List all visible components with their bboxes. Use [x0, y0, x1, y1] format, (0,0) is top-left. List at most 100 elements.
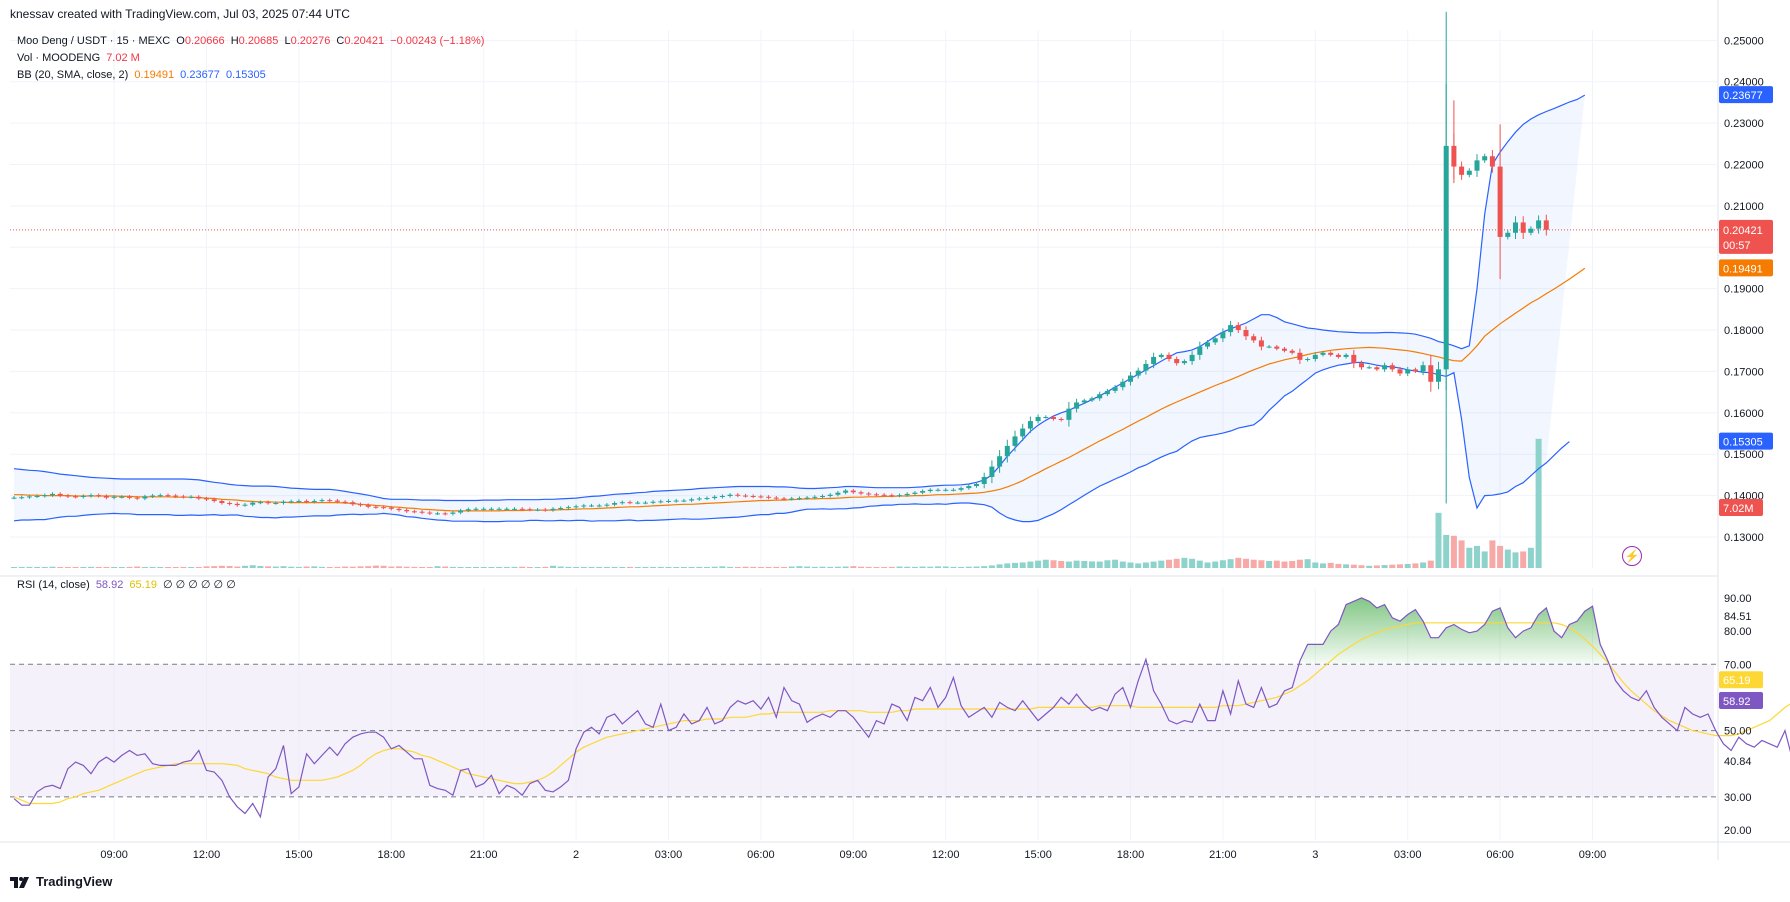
bb-upper-tag-bg: [1719, 86, 1773, 104]
lightning-icon[interactable]: ⚡: [1622, 546, 1642, 566]
candle: [781, 496, 787, 501]
candle-body: [1266, 346, 1272, 348]
candle-body: [1289, 350, 1295, 353]
candle-body: [658, 501, 664, 503]
volume-bar: [942, 566, 949, 568]
volume-bar: [1404, 563, 1411, 568]
volume-bar: [272, 566, 279, 568]
price-tick-label: 0.17000: [1724, 366, 1764, 378]
candle: [504, 507, 510, 511]
volume-bar: [488, 567, 495, 568]
candle: [1482, 153, 1488, 163]
candle: [512, 507, 517, 511]
candle: [103, 494, 109, 500]
candle: [535, 507, 541, 512]
candle: [358, 502, 363, 507]
volume-bar: [180, 566, 187, 568]
candle: [743, 493, 748, 498]
candle-body: [96, 495, 102, 497]
candle: [1266, 344, 1272, 349]
candle-body: [881, 494, 887, 496]
volume-bar: [781, 567, 787, 568]
candle: [180, 494, 186, 499]
tradingview-logo[interactable]: TradingView: [10, 874, 112, 889]
volume-bar: [1366, 565, 1373, 568]
candle-body: [727, 494, 733, 496]
volume-bar: [1181, 557, 1188, 568]
bb-lower-tag: 0.15305: [1723, 437, 1763, 449]
candle-body: [812, 496, 818, 498]
volume-bar: [1173, 558, 1180, 568]
volume-bar: [965, 566, 972, 568]
volume-bar: [680, 567, 687, 568]
candle-body: [119, 496, 125, 498]
volume-bar: [1104, 560, 1111, 568]
candle: [1436, 361, 1441, 390]
candle-body: [1189, 354, 1195, 362]
candle-body: [519, 508, 525, 510]
volume-bar: [981, 566, 988, 568]
candle: [642, 500, 648, 505]
candle: [997, 450, 1003, 473]
volume-bar: [80, 567, 87, 568]
time-axis[interactable]: 09:00 12:00 15:00 18:00 21:00 2 03:00 06:00 09:0…: [100, 849, 1606, 861]
candle: [1012, 430, 1018, 452]
candle-body: [1351, 354, 1357, 364]
rsi-legend[interactable]: RSI (14, close) 58.92 65.19 ∅ ∅ ∅ ∅ ∅ ∅: [17, 578, 239, 591]
volume-bar: [157, 567, 164, 568]
bollinger-band-fill: [14, 95, 1585, 522]
candle-body: [327, 500, 333, 502]
volume-bar: [295, 566, 302, 568]
candle-body: [1027, 421, 1033, 429]
candle-body: [404, 510, 410, 512]
candle: [65, 493, 71, 499]
candle: [311, 499, 317, 504]
candle-body: [866, 493, 872, 495]
candle: [889, 493, 895, 498]
candle-body: [535, 509, 541, 511]
candle-body: [1004, 445, 1010, 457]
candle-body: [350, 502, 356, 505]
candle: [204, 496, 209, 501]
volume-bar: [380, 565, 387, 568]
time-tick-label: 09:00: [1579, 849, 1607, 861]
rsi-empty-values: ∅ ∅ ∅ ∅ ∅ ∅: [163, 579, 236, 591]
bb-legend[interactable]: BB (20, SMA, close, 2) 0.19491 0.23677 0…: [17, 69, 269, 81]
volume-bar: [1350, 564, 1357, 568]
volume-bar: [41, 567, 48, 568]
volume-bar: [1273, 560, 1280, 568]
gridlines: [0, 0, 1790, 860]
rsi-tick-label: 70.00: [1724, 659, 1752, 671]
symbol-name[interactable]: Moo Deng / USDT · 15 · MEXC: [17, 35, 171, 47]
candle-body: [188, 496, 194, 498]
volume-bar: [896, 566, 903, 568]
candle-body: [1020, 428, 1026, 437]
candle-body: [850, 490, 856, 493]
volume-bar: [904, 566, 911, 568]
volume-bar: [742, 566, 749, 568]
candle: [488, 507, 494, 511]
time-tick-label: 03:00: [1394, 849, 1422, 861]
bb-upper-value: 0.23677: [180, 69, 220, 81]
volume-bar: [788, 566, 795, 568]
candle-body: [1228, 325, 1234, 333]
candle-body: [635, 502, 641, 504]
candle-body: [173, 495, 179, 497]
candle-body: [465, 509, 471, 511]
candle-body: [1166, 354, 1172, 360]
rsi-value: 58.92: [95, 579, 124, 591]
volume-bar: [988, 565, 995, 568]
time-tick-label: 2: [573, 849, 579, 861]
candle: [327, 498, 333, 503]
candle-body: [127, 496, 132, 498]
volume-legend[interactable]: Vol · MOODENG 7.02 M: [17, 52, 143, 64]
candle-body: [234, 503, 240, 506]
symbol-legend[interactable]: Moo Deng / USDT · 15 · MEXC O0.20666 H0.…: [17, 35, 487, 47]
volume-bar: [226, 565, 233, 568]
volume-bar: [134, 566, 141, 568]
candle-body: [34, 495, 40, 497]
volume-bar: [419, 567, 426, 568]
bb-lower-tag-bg: [1719, 432, 1773, 450]
candle-body: [1158, 354, 1164, 357]
candle: [250, 500, 256, 507]
